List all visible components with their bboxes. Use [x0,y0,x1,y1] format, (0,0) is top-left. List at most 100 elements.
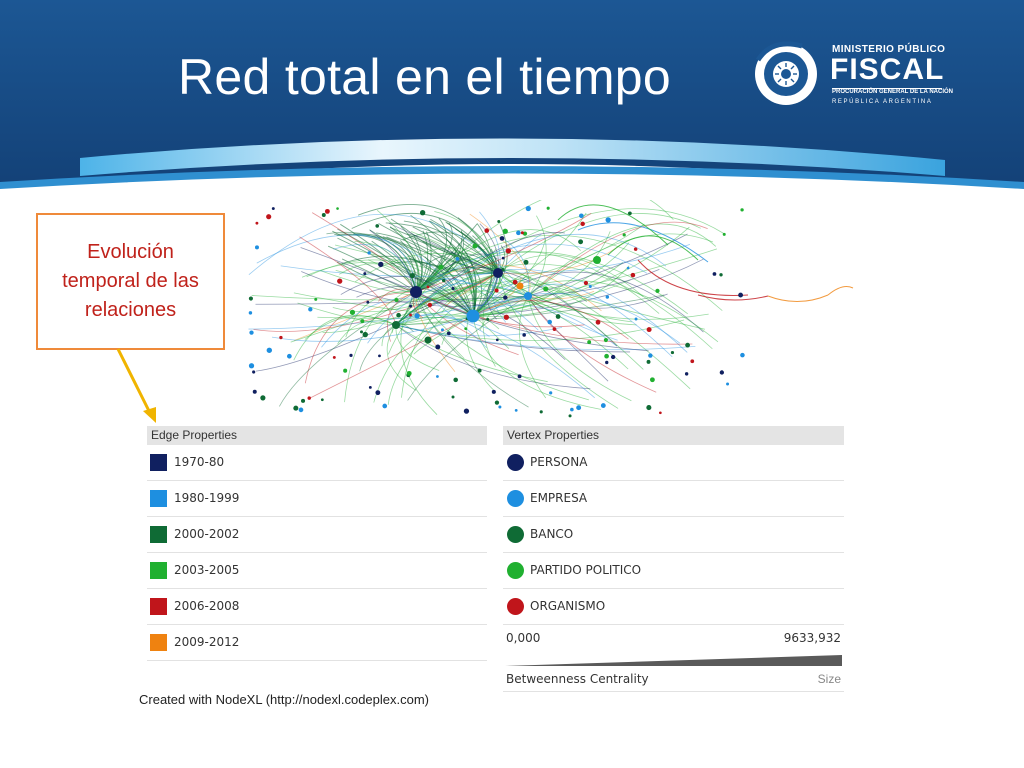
network-node [610,354,616,360]
network-node [248,363,255,369]
network-edge [415,253,498,293]
edge-color-swatch [150,526,167,543]
vertex-legend-label: EMPRESA [530,491,588,505]
scale-wedge-shape [505,655,842,666]
network-edge [354,240,417,293]
edge-legend-row: 2006-2008 [147,589,487,625]
network-edge [401,272,499,398]
network-edge [395,268,688,353]
network-edge [472,283,583,317]
network-edge [395,290,510,326]
network-node [576,405,582,411]
network-edge [441,282,529,313]
network-edge [388,222,499,274]
network-edge [307,315,474,400]
network-node [605,295,610,299]
vertex-legend-row: EMPRESA [503,481,844,517]
network-edge [527,223,717,297]
network-edge [415,234,723,311]
network-edge [354,252,529,297]
network-edge [767,294,829,303]
network-edge [527,293,668,309]
logo-emblem-icon [755,41,817,105]
network-node [271,207,275,211]
network-edge [395,300,566,361]
vertex-color-dot [507,562,524,579]
network-edge [497,272,706,330]
network-edge [335,244,529,297]
network-node [378,261,384,268]
network-node [406,370,412,376]
network-node [685,342,690,348]
network-node [595,319,601,325]
network-node [419,210,426,216]
network-edge [334,233,474,317]
vertex-color-dot [507,490,524,507]
vertex-color-dot [507,526,524,543]
network-node [368,385,372,389]
network-node [375,224,380,228]
network-edge [415,251,688,315]
size-scale-wedge [503,655,844,667]
network-edge [369,230,413,326]
network-node [628,211,632,216]
edge-legend-label: 2000-2002 [174,527,240,541]
network-edge [415,213,592,293]
network-node [525,205,531,212]
network-node [499,236,505,241]
network-edge [340,223,417,293]
network-edge [390,261,474,317]
network-edge [415,277,487,297]
network-node [604,353,609,359]
network-edge [607,235,699,261]
network-edge [387,291,417,342]
network-edge [415,291,649,352]
network-edge [577,222,709,263]
network-node [286,353,292,359]
network-edge [415,264,602,312]
network-node [622,233,626,237]
network-edge [423,247,499,274]
network-node [360,319,365,324]
network-edge [472,242,630,317]
network-edge [368,259,474,317]
network-edge [497,272,632,323]
network-node [349,309,356,315]
network-node [593,256,601,264]
vertex-legend: Vertex Properties PERSONA EMPRESA BANCO … [503,426,844,692]
edge-color-swatch [150,454,167,471]
edge-color-swatch [150,562,167,579]
network-node [451,395,455,399]
network-edge [434,211,499,274]
network-node [520,231,524,235]
network-edge [527,221,708,297]
network-edge [518,295,547,399]
vertex-legend-label: BANCO [530,527,574,541]
network-edge [415,276,532,295]
network-edge [395,316,595,399]
network-edge [255,295,529,305]
network-edge [415,217,448,293]
network-node [522,333,526,337]
edge-color-swatch [150,634,167,651]
network-edge [472,315,601,410]
network-node [435,344,441,350]
network-edge [301,262,474,317]
network-node [719,370,725,375]
network-edge [472,231,611,317]
network-node [455,256,460,261]
network-edge [293,292,474,317]
network-edge [472,263,501,317]
network-node [409,273,415,279]
network-edge [332,272,499,313]
network-edge [280,265,499,277]
network-node [580,221,585,227]
network-edge [497,244,691,274]
network-edge [327,245,417,293]
network-node [633,247,638,251]
callout-arrow [116,348,156,423]
network-node [472,243,478,249]
network-edge [395,324,440,371]
network-edge [271,295,529,342]
edge-legend-row: 1970-80 [147,445,487,481]
